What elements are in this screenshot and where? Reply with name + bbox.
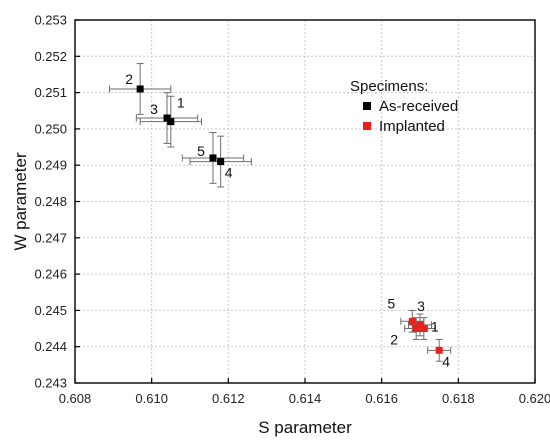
point-label: 3 [150, 101, 158, 117]
y-tick-label: 0.247 [34, 230, 67, 245]
grid [75, 20, 535, 383]
legend-swatch [363, 122, 371, 130]
x-tick-label: 0.620 [519, 391, 550, 406]
y-tick-label: 0.248 [34, 194, 67, 209]
point-label: 5 [387, 295, 395, 311]
y-axis-title: W parameter [11, 152, 30, 251]
x-tick-label: 0.610 [135, 391, 168, 406]
x-axis-title: S parameter [258, 418, 352, 437]
x-tick-label: 0.618 [442, 391, 475, 406]
y-tick-label: 0.249 [34, 158, 67, 173]
legend-entry-label: As-received [379, 98, 458, 115]
data-point-as-received-3 [163, 114, 171, 122]
x-tick-label: 0.608 [59, 391, 92, 406]
point-label: 1 [431, 319, 439, 335]
y-tick-label: 0.243 [34, 376, 67, 391]
legend-title: Specimens: [350, 78, 428, 95]
point-labels: 1 2 3 4 5 1 2 3 4 5 [125, 71, 450, 369]
data-point-implanted-1 [420, 325, 428, 333]
point-label: 2 [125, 71, 133, 87]
x-tick-label: 0.612 [212, 391, 245, 406]
data-point-implanted-4 [435, 346, 443, 354]
data-point-as-received-2 [136, 85, 144, 93]
point-label: 2 [390, 332, 398, 348]
y-tick-label: 0.252 [34, 49, 67, 64]
y-tick-label: 0.246 [34, 267, 67, 282]
data-point-as-received-4 [217, 158, 225, 166]
point-label: 4 [225, 165, 233, 181]
point-label: 1 [177, 95, 185, 111]
data-point-implanted-2 [412, 325, 420, 333]
y-tick-label: 0.245 [34, 303, 67, 318]
data-point-as-received-1 [167, 118, 175, 126]
y-tick-label: 0.251 [34, 85, 67, 100]
legend-entry-label: Implanted [379, 118, 445, 135]
data-point-implanted-5 [408, 317, 416, 325]
legend: Specimens: As-received Implanted [350, 78, 458, 135]
x-tick-label: 0.614 [289, 391, 322, 406]
data-point-implanted-3 [416, 321, 424, 329]
axis-ticks: 0.608 0.610 0.612 0.614 0.616 0.618 0.620 0.243… [34, 13, 550, 407]
point-label: 3 [417, 298, 425, 314]
data-point-as-received-5 [209, 154, 217, 162]
point-label: 4 [442, 353, 450, 369]
legend-swatch [363, 102, 371, 110]
y-tick-label: 0.250 [34, 121, 67, 136]
point-label: 5 [197, 143, 205, 159]
y-tick-label: 0.244 [34, 339, 67, 354]
y-tick-label: 0.253 [34, 13, 67, 28]
data-points [136, 85, 443, 354]
x-tick-label: 0.616 [365, 391, 398, 406]
